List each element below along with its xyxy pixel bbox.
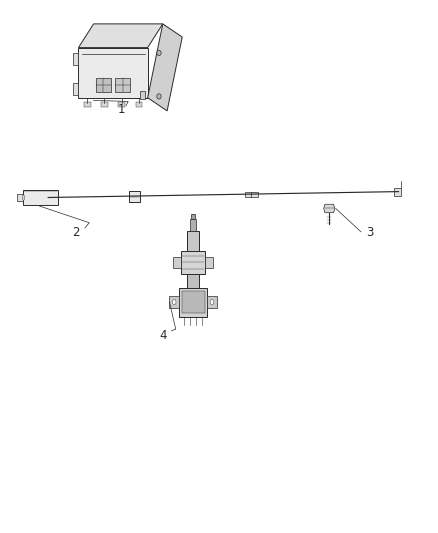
FancyBboxPatch shape	[129, 191, 140, 203]
FancyBboxPatch shape	[170, 296, 179, 309]
FancyBboxPatch shape	[140, 91, 145, 99]
Ellipse shape	[22, 195, 25, 200]
FancyBboxPatch shape	[17, 194, 23, 201]
Polygon shape	[324, 204, 335, 213]
Polygon shape	[78, 24, 163, 47]
Text: 2: 2	[72, 225, 79, 239]
FancyBboxPatch shape	[182, 291, 205, 313]
FancyBboxPatch shape	[101, 102, 108, 107]
FancyBboxPatch shape	[207, 296, 217, 309]
FancyBboxPatch shape	[118, 102, 125, 107]
FancyBboxPatch shape	[173, 257, 181, 268]
FancyBboxPatch shape	[394, 189, 401, 196]
Ellipse shape	[173, 300, 176, 305]
FancyBboxPatch shape	[115, 78, 131, 92]
FancyBboxPatch shape	[23, 190, 58, 205]
FancyBboxPatch shape	[96, 78, 111, 92]
FancyBboxPatch shape	[181, 251, 205, 274]
Polygon shape	[78, 47, 148, 98]
FancyBboxPatch shape	[179, 288, 207, 317]
FancyBboxPatch shape	[135, 102, 142, 107]
Ellipse shape	[157, 50, 161, 55]
FancyBboxPatch shape	[190, 219, 196, 231]
FancyBboxPatch shape	[187, 231, 199, 251]
FancyBboxPatch shape	[187, 274, 199, 288]
Ellipse shape	[210, 300, 214, 305]
FancyBboxPatch shape	[245, 192, 258, 197]
Ellipse shape	[157, 94, 161, 99]
FancyBboxPatch shape	[73, 53, 78, 65]
Text: 1: 1	[118, 103, 125, 116]
FancyBboxPatch shape	[84, 102, 91, 107]
FancyBboxPatch shape	[73, 84, 78, 95]
Polygon shape	[148, 24, 182, 111]
FancyBboxPatch shape	[191, 214, 195, 219]
FancyBboxPatch shape	[205, 257, 213, 268]
Text: 4: 4	[159, 328, 166, 342]
Text: 3: 3	[366, 225, 374, 239]
